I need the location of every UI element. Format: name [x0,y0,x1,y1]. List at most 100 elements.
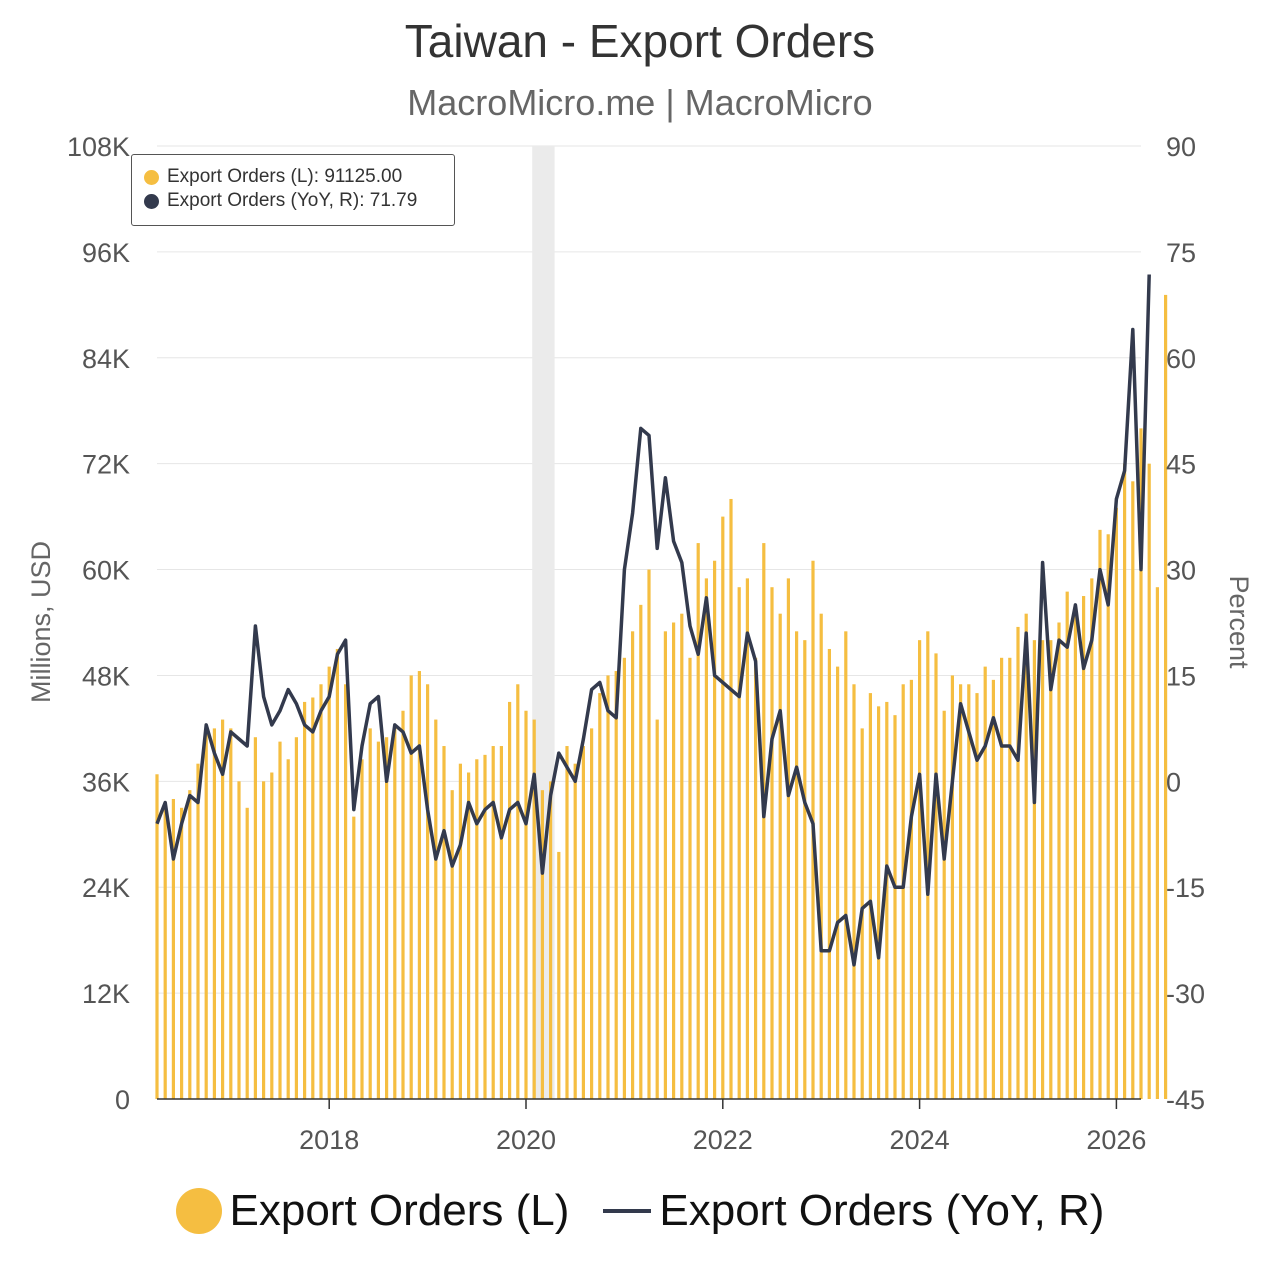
bar[interactable] [704,578,708,1099]
bar[interactable] [319,684,323,1099]
bar[interactable] [237,781,241,1099]
bar[interactable] [852,684,856,1099]
bar[interactable] [204,728,208,1099]
bar[interactable] [918,640,922,1099]
bar[interactable] [885,701,889,1099]
bar[interactable] [975,693,979,1099]
bar[interactable] [1106,534,1110,1099]
bar[interactable] [581,746,585,1099]
bar[interactable] [1000,657,1004,1099]
bar[interactable] [950,675,954,1099]
bar[interactable] [868,693,872,1099]
bar[interactable] [672,622,676,1100]
bar[interactable] [1131,481,1135,1099]
bar[interactable] [516,684,520,1099]
bar[interactable] [417,671,421,1099]
bar[interactable] [1024,613,1028,1099]
bar[interactable] [262,781,266,1099]
bar[interactable] [622,657,626,1099]
bar[interactable] [540,790,544,1099]
bar[interactable] [163,807,167,1099]
bar[interactable] [557,851,561,1099]
bar[interactable] [1065,591,1069,1099]
bar[interactable] [491,746,495,1099]
bar[interactable] [245,807,249,1099]
bar[interactable] [180,807,184,1099]
bar[interactable] [1164,294,1168,1099]
bar[interactable] [754,657,758,1099]
bar[interactable] [934,653,938,1099]
bar[interactable] [1123,463,1127,1100]
bar[interactable] [770,587,774,1099]
bar[interactable] [967,684,971,1099]
bar[interactable] [442,746,446,1099]
bar[interactable] [1049,640,1053,1099]
bar[interactable] [737,587,741,1099]
bar[interactable] [901,684,905,1099]
bar[interactable] [393,728,397,1099]
bar[interactable] [376,741,380,1099]
bar[interactable] [762,543,766,1099]
bar[interactable] [221,719,225,1099]
bar[interactable] [434,719,438,1099]
bar[interactable] [532,719,536,1099]
bar[interactable] [385,737,389,1099]
bar[interactable] [827,648,831,1099]
bar[interactable] [1008,657,1012,1099]
bar[interactable] [680,613,684,1099]
bar[interactable] [253,737,257,1099]
bar[interactable] [401,710,405,1099]
bar[interactable] [368,728,372,1099]
bar[interactable] [327,666,331,1099]
bar[interactable] [335,648,339,1099]
bar[interactable] [475,759,479,1099]
bar[interactable] [590,728,594,1099]
bar[interactable] [696,543,700,1099]
bar[interactable] [229,728,233,1099]
bar[interactable] [549,781,553,1099]
bar[interactable] [467,772,471,1099]
bar[interactable] [270,772,274,1099]
bar[interactable] [893,715,897,1099]
bar[interactable] [360,759,364,1099]
bar[interactable] [942,710,946,1099]
bar[interactable] [483,754,487,1099]
bar[interactable] [614,671,618,1099]
bar[interactable] [598,693,602,1099]
bar[interactable] [819,613,823,1099]
bar[interactable] [1098,529,1102,1099]
bar[interactable] [655,719,659,1099]
bar[interactable] [565,746,569,1099]
bar[interactable] [836,666,840,1099]
bar[interactable] [778,613,782,1099]
bar[interactable] [844,631,848,1099]
bar[interactable] [278,741,282,1099]
bar[interactable] [877,706,881,1099]
bar[interactable] [1155,587,1159,1099]
bar[interactable] [1114,507,1118,1099]
bar[interactable] [352,816,356,1099]
bar[interactable] [450,790,454,1099]
bar[interactable] [344,684,348,1099]
bar[interactable] [631,631,635,1099]
bar[interactable] [991,679,995,1099]
bar[interactable] [803,640,807,1099]
bar[interactable] [171,798,175,1099]
bar[interactable] [524,710,528,1099]
bar[interactable] [606,675,610,1099]
bar[interactable] [426,684,430,1099]
bar[interactable] [1090,578,1094,1099]
legend-item-bars[interactable]: Export Orders (L) [175,1186,569,1236]
bar[interactable] [508,701,512,1099]
bar[interactable] [155,774,159,1099]
bar[interactable] [926,631,930,1099]
bar[interactable] [1032,640,1036,1099]
bar[interactable] [409,675,413,1099]
bar[interactable] [647,569,651,1099]
bar[interactable] [983,666,987,1099]
bar[interactable] [745,578,749,1099]
legend-item-line[interactable]: Export Orders (YoY, R) [569,1186,1104,1236]
bar[interactable] [1057,622,1061,1100]
bar[interactable] [286,759,290,1099]
bar[interactable] [294,737,298,1099]
